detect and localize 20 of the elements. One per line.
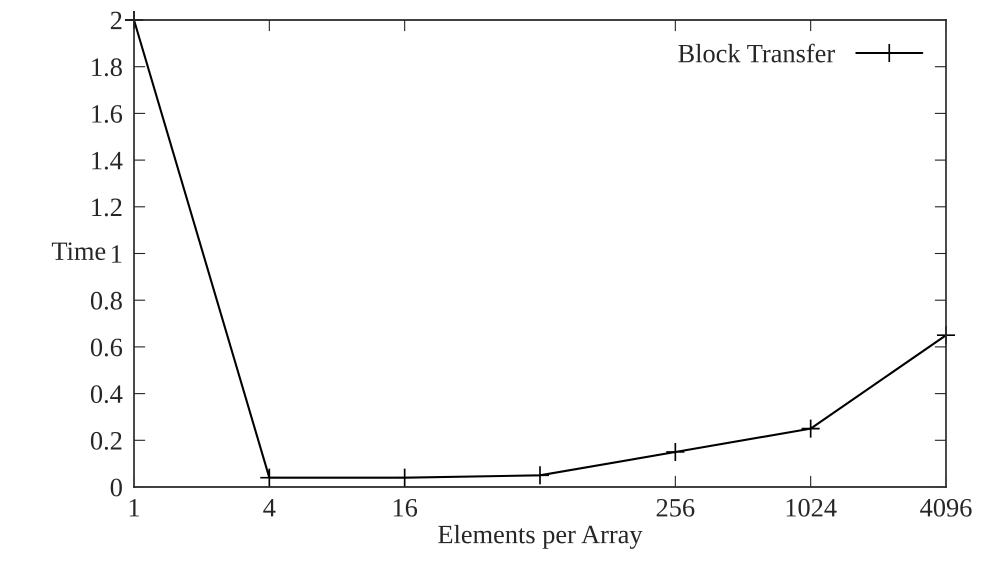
y-tick-label: 0.8: [90, 292, 122, 310]
x-tick-label: 4096: [920, 498, 972, 517]
y-tick-label: 1: [112, 245, 122, 263]
y-tick-label: 0.6: [90, 338, 122, 356]
x-axis-title: Elements per Array: [438, 524, 642, 549]
y-tick-label: 1.8: [92, 58, 122, 76]
y-tick-label: 0.2: [90, 432, 122, 450]
y-tick-label: 2: [110, 12, 122, 30]
x-tick-label: 1: [130, 499, 140, 516]
legend-label: Block Transfer: [678, 44, 835, 62]
x-tick-label: 1024: [786, 498, 837, 517]
x-tick-label: 16: [394, 498, 418, 517]
x-tick-label: 4: [263, 499, 276, 516]
y-tick-label: 1.2: [92, 198, 122, 216]
x-tick-label: 256: [656, 498, 694, 517]
y-axis-title: Time: [52, 242, 106, 260]
y-tick-label: 0.4: [90, 385, 122, 404]
y-tick-label: 0: [110, 478, 122, 496]
y-tick-label: 1.6: [92, 105, 122, 123]
y-tick-label: 1.4: [92, 152, 122, 170]
